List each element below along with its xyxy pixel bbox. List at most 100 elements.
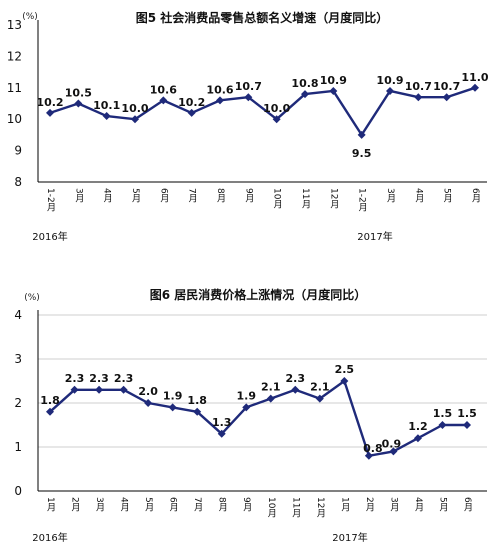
x-tick-label: 1-2月 [45, 188, 56, 213]
x-tick-label: 1月 [339, 497, 350, 513]
y-tick-label: 12 [7, 49, 22, 63]
x-tick-label: 7月 [192, 497, 203, 513]
data-label: 10.8 [291, 77, 318, 90]
data-label: 2.0 [138, 385, 158, 398]
x-tick-label: 4月 [413, 188, 424, 204]
data-label: 0.9 [382, 437, 402, 450]
chart-title: 图6 居民消费价格上涨情况（月度同比） [150, 287, 367, 302]
data-point [217, 429, 226, 438]
x-tick-label: 4月 [119, 497, 129, 513]
x-tick-label: 2月 [364, 497, 375, 513]
y-tick-label: 13 [7, 18, 22, 32]
data-label: 2.3 [286, 372, 306, 385]
data-point [74, 99, 83, 108]
x-tick-label: 5月 [143, 497, 154, 513]
x-tick-label: 10月 [272, 188, 283, 209]
data-label: 0.8 [363, 442, 383, 455]
data-label: 10.6 [150, 83, 177, 96]
x-tick-label: 3月 [94, 497, 105, 513]
year-label: 2016年 [32, 230, 67, 243]
y-tick-label: 0 [14, 484, 22, 498]
x-tick-label: 1月 [45, 497, 56, 513]
data-label: 10.7 [433, 80, 460, 93]
x-tick-label: 4月 [102, 188, 113, 204]
data-label: 10.9 [376, 74, 403, 87]
data-point [364, 451, 373, 460]
x-tick-label: 9月 [243, 188, 254, 204]
data-label: 10.5 [65, 87, 92, 100]
data-point [413, 434, 422, 443]
y-tick-label: 9 [14, 144, 22, 158]
x-tick-label: 11月 [290, 497, 301, 518]
x-tick-label: 8月 [215, 188, 226, 204]
data-point [244, 93, 253, 102]
data-label: 10.6 [206, 83, 233, 96]
data-label: 2.3 [114, 372, 134, 385]
data-point [46, 407, 54, 416]
data-label: 1.5 [433, 407, 453, 420]
cpi-growth-chart-svg: 图6 居民消费价格上涨情况（月度同比） (%) 0 1 2 3 4 1月 2月 3月 4月 5月 6… [14, 287, 487, 544]
x-tick-label: 8月 [217, 497, 228, 513]
data-point [438, 421, 447, 429]
data-label: 9.5 [352, 147, 372, 160]
y-tick-label: 1 [14, 440, 22, 454]
x-tick-label: 9月 [241, 497, 252, 513]
data-point [291, 385, 300, 394]
data-label: 10.0 [263, 102, 290, 115]
x-tick-label: 3月 [73, 188, 84, 204]
x-tick-label: 6月 [158, 188, 169, 204]
x-tick-label: 6月 [470, 188, 481, 204]
data-point [301, 90, 309, 99]
x-tick-label: 6月 [462, 497, 473, 513]
data-point [266, 394, 275, 403]
year-label: 2017年 [332, 531, 367, 544]
data-point [187, 108, 196, 117]
x-tick-label: 12月 [315, 497, 326, 518]
x-tick-label: 12月 [328, 188, 339, 209]
data-label: 1.3 [212, 416, 232, 429]
data-point [102, 112, 111, 121]
data-point [329, 86, 338, 95]
data-label: 1.9 [236, 389, 256, 402]
series-line [49, 86, 476, 137]
data-label: 1.2 [408, 420, 428, 433]
data-point [119, 385, 128, 394]
data-label: 10.7 [405, 80, 432, 93]
data-point [168, 403, 177, 412]
data-label: 2.1 [310, 381, 330, 394]
chart-title: 图5 社会消费品零售总额名义增速（月度同比） [136, 10, 389, 25]
data-label: 10.2 [178, 96, 205, 109]
data-point [131, 115, 139, 124]
x-tick-label: 2月 [70, 497, 81, 513]
x-tick-label: 1-2月 [357, 188, 368, 213]
data-label: 2.3 [65, 372, 85, 385]
data-point [442, 93, 451, 102]
data-point [414, 93, 423, 102]
data-point [357, 130, 366, 139]
data-point [315, 394, 324, 403]
data-label: 2.3 [89, 372, 109, 385]
y-tick-label: 4 [14, 308, 22, 322]
data-point [471, 83, 479, 92]
y-tick-label: 10 [7, 112, 22, 126]
data-label: 10.9 [320, 74, 347, 87]
data-point [242, 403, 251, 412]
data-point [272, 115, 281, 124]
x-tick-label: 5月 [437, 497, 448, 513]
data-label: 2.5 [335, 363, 355, 376]
y-tick-label: 8 [14, 175, 22, 189]
data-label: 10.0 [121, 102, 148, 115]
data-point [70, 385, 79, 394]
x-tick-label: 3月 [385, 188, 396, 204]
data-point [389, 447, 398, 456]
data-point [144, 399, 153, 407]
data-label: 1.8 [187, 394, 207, 407]
data-label: 2.1 [261, 381, 281, 394]
x-tick-label: 5月 [130, 188, 141, 204]
x-tick-label: 11月 [300, 188, 311, 209]
data-label: 10.7 [235, 80, 262, 93]
y-tick-label: 3 [14, 352, 22, 366]
x-tick-label: 6月 [168, 497, 179, 513]
data-label: 1.9 [163, 389, 183, 402]
retail-sales-growth-chart-svg: 图5 社会消费品零售总额名义增速（月度同比） (%) 8 9 10 11 12 13 1-2… [7, 10, 489, 243]
